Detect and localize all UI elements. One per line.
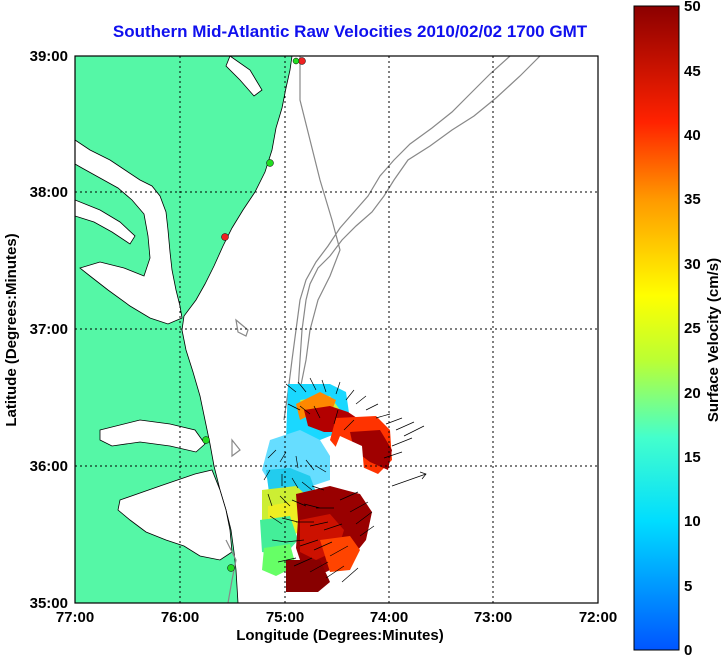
- station-marker-6[interactable]: [227, 564, 235, 572]
- colorbar: [633, 5, 680, 651]
- colorbar-label: Surface Velocity (cm/s): [705, 258, 722, 422]
- y-tick-label: 38:00: [30, 184, 68, 201]
- colorbar-tick-label: 30: [684, 256, 701, 273]
- grid-lines: [75, 56, 598, 603]
- station-marker-5[interactable]: [202, 436, 210, 444]
- y-tick-label: 39:00: [30, 48, 68, 65]
- potomac-river: [75, 199, 136, 245]
- x-tick-label: 73:00: [474, 609, 512, 626]
- colorbar-ticks: 50 45 40 35 30 25 20 15 10 5 0: [684, 0, 701, 659]
- plot-frame: [74, 55, 599, 604]
- x-tick-label: 74:00: [370, 609, 408, 626]
- x-tick-label: 75:00: [266, 609, 304, 626]
- chesapeake-bay: [75, 139, 183, 325]
- x-tick-label: 77:00: [56, 609, 94, 626]
- delaware-bay: [225, 56, 263, 97]
- pamlico-sound: [117, 469, 233, 561]
- colorbar-tick-label: 45: [684, 63, 701, 80]
- colorbar-tick-label: 20: [684, 385, 701, 402]
- colorbar-tick-label: 35: [684, 191, 701, 208]
- colorbar-tick-label: 10: [684, 513, 701, 530]
- y-tick-labels: 39:00 38:00 37:00 36:00 35:00: [30, 48, 68, 612]
- colorbar-tick-label: 15: [684, 449, 701, 466]
- colorbar-tick-label: 50: [684, 0, 701, 15]
- x-axis-label: Longitude (Degrees:Minutes): [236, 627, 444, 644]
- station-marker-1[interactable]: [298, 57, 306, 65]
- colorbar-tick-label: 25: [684, 320, 701, 337]
- station-marker-3[interactable]: [266, 159, 274, 167]
- y-tick-label: 36:00: [30, 458, 68, 475]
- x-tick-label: 76:00: [161, 609, 199, 626]
- y-tick-label: 37:00: [30, 321, 68, 338]
- albemarle-sound: [99, 419, 206, 453]
- y-axis-label: Latitude (Degrees:Minutes): [3, 233, 20, 426]
- map-title: Southern Mid-Atlantic Raw Velocities 201…: [112, 22, 588, 41]
- station-marker-2[interactable]: [292, 57, 300, 65]
- x-tick-label: 72:00: [579, 609, 617, 626]
- y-tick-label: 35:00: [30, 595, 68, 612]
- velocity-field: [260, 384, 392, 592]
- x-tick-labels: 77:00 76:00 75:00 74:00 73:00 72:00: [56, 609, 617, 626]
- station-marker-4[interactable]: [221, 233, 229, 241]
- colorbar-tick-label: 0: [684, 642, 692, 659]
- colorbar-tick-label: 40: [684, 127, 701, 144]
- colorbar-tick-label: 5: [684, 578, 692, 595]
